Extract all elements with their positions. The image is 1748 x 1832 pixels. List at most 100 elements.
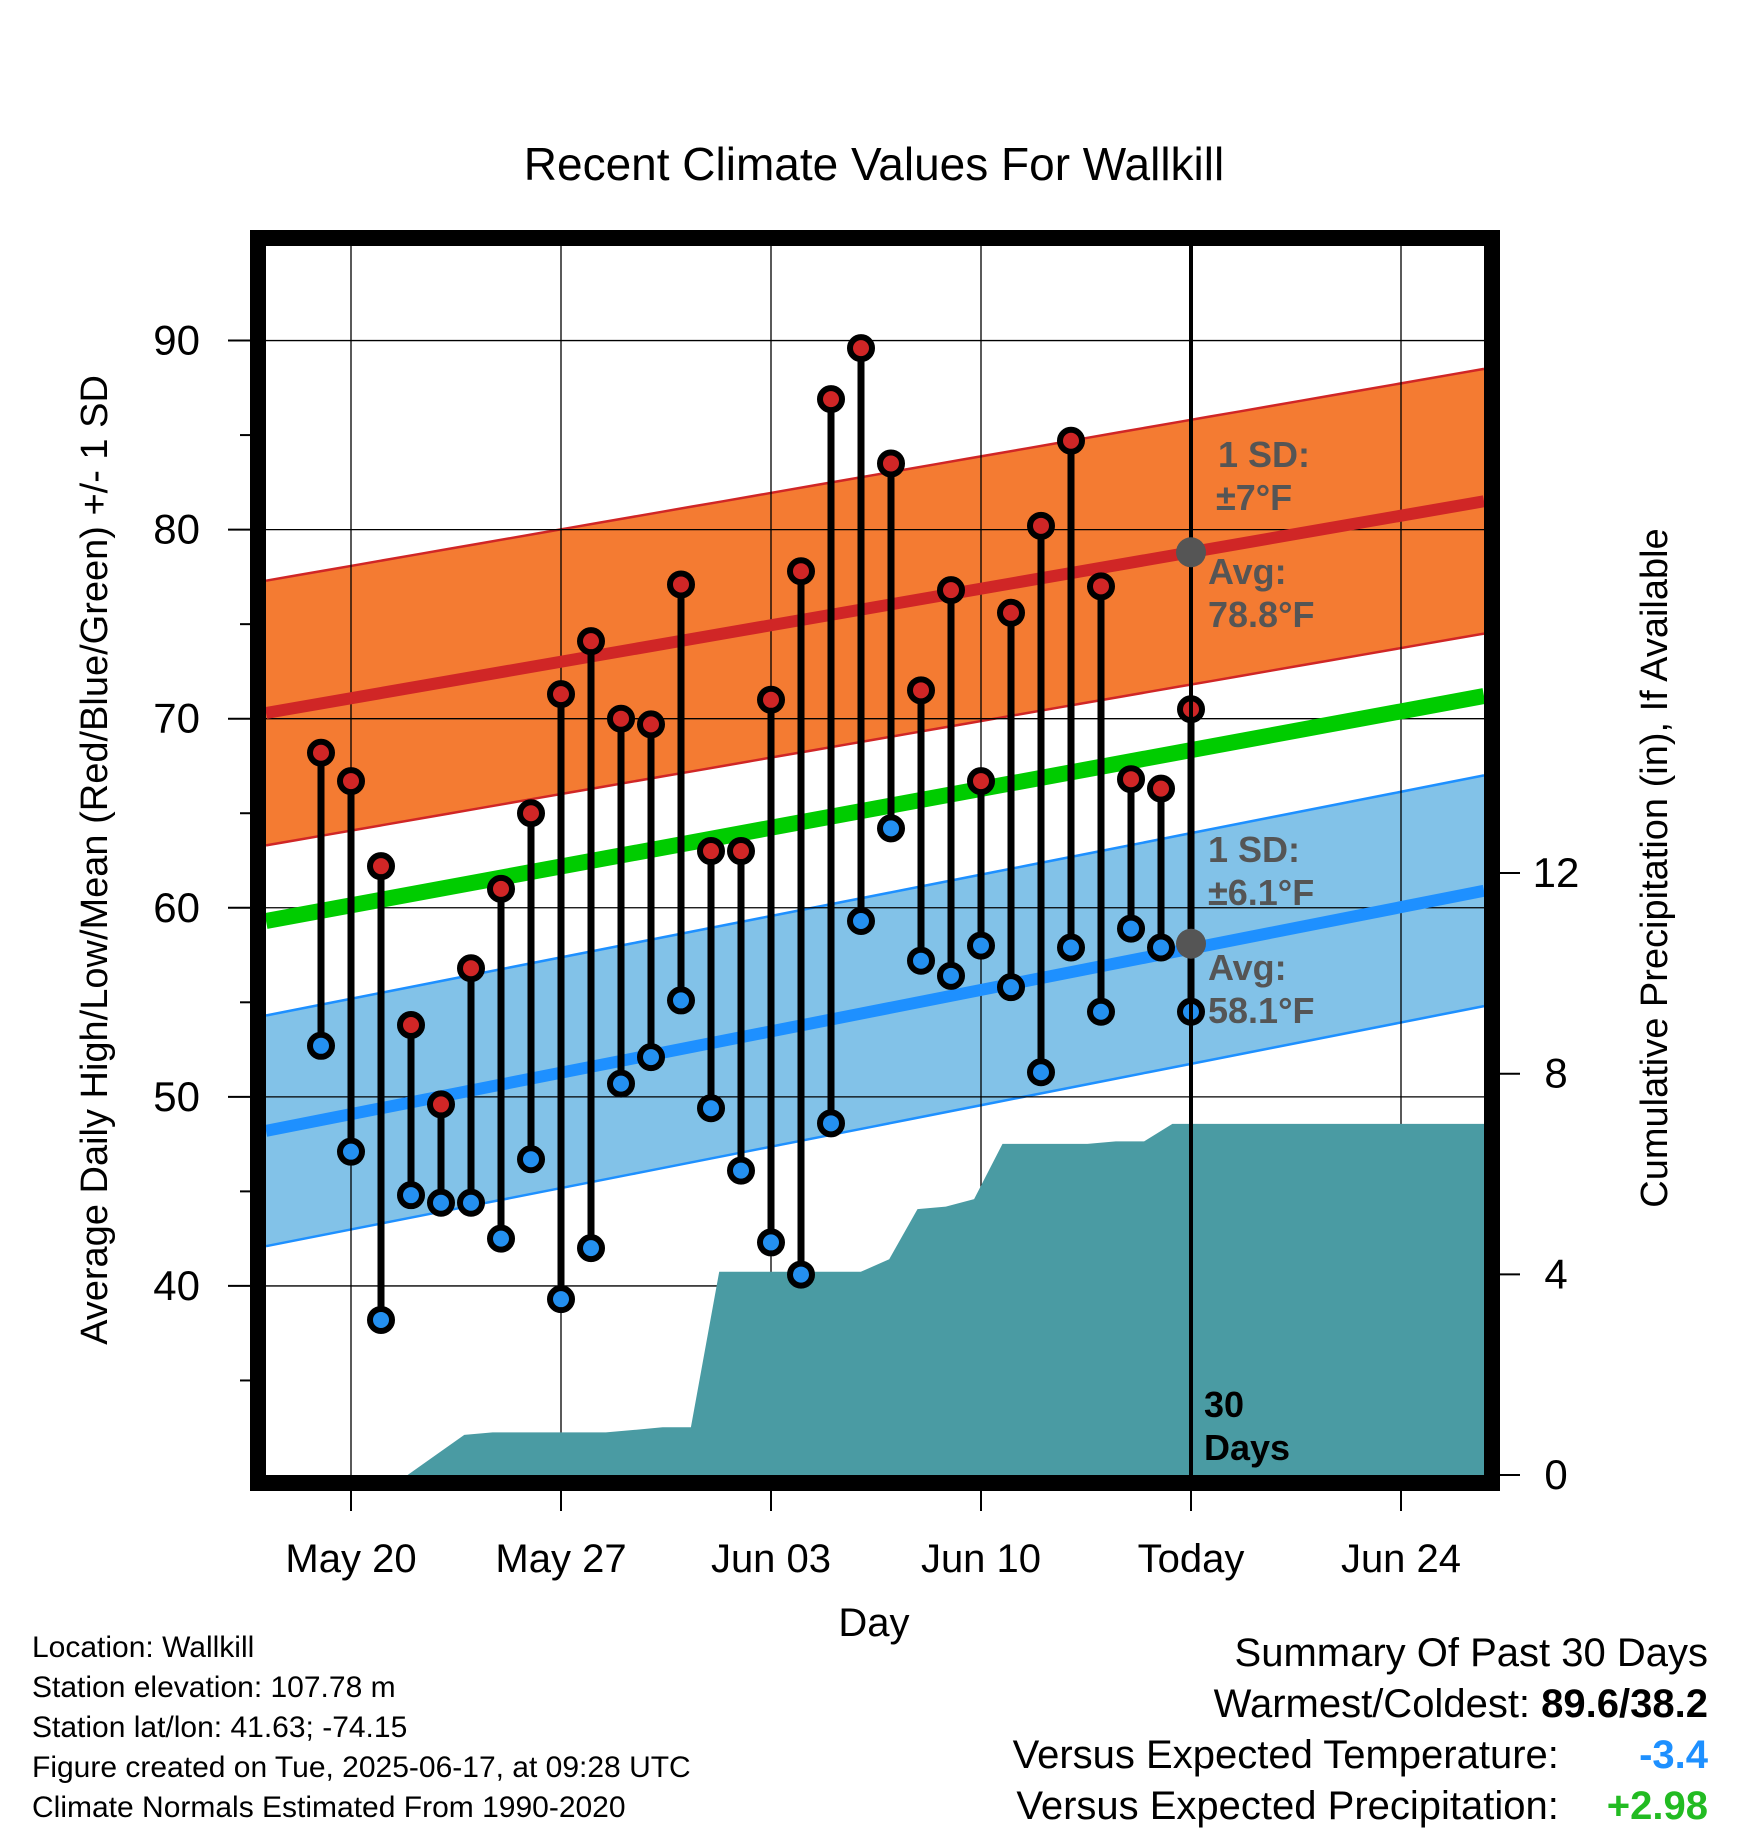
low-marker (1117, 914, 1145, 943)
summary-warmest-row: Warmest/Coldest: 89.6/38.2 (1013, 1679, 1708, 1730)
low-avg-dot (1176, 928, 1206, 959)
summary-precip-row: Versus Expected Precipitation: +2.98 (1013, 1781, 1708, 1832)
high-marker (787, 557, 815, 586)
low-marker (457, 1188, 485, 1217)
station-info: Location: Wallkill Station elevation: 10… (32, 1628, 691, 1828)
high-marker (817, 385, 845, 414)
high-sd-label: 1 SD: (1218, 434, 1310, 475)
low-avg-label: Avg: (1208, 947, 1287, 988)
today-days-label: Days (1204, 1427, 1290, 1468)
summary-panel: Summary Of Past 30 Days Warmest/Coldest:… (1013, 1628, 1708, 1832)
high-marker (637, 710, 665, 739)
high-marker (337, 767, 365, 796)
high-marker (727, 837, 755, 866)
temp-label: Versus Expected Temperature: (1012, 1733, 1559, 1777)
high-marker (547, 680, 575, 709)
plot-frame (250, 230, 1500, 1491)
high-marker (457, 954, 485, 983)
precip-label: Versus Expected Precipitation: (1016, 1784, 1559, 1828)
high-marker (1057, 426, 1085, 455)
low-marker (547, 1285, 575, 1314)
y-tick-label: 60 (153, 884, 200, 931)
y2-tick-label: 8 (1544, 1050, 1567, 1097)
y2-tick-label: 4 (1544, 1250, 1567, 1297)
high-sd-value: ±7°F (1216, 477, 1292, 518)
low-marker (907, 946, 935, 975)
low-sd-label: 1 SD: (1208, 829, 1300, 870)
high-avg-dot (1176, 537, 1206, 568)
high-marker (697, 837, 725, 866)
low-marker (427, 1188, 455, 1217)
high-marker (577, 627, 605, 656)
normal-high-line (264, 495, 1486, 719)
low-marker (697, 1094, 725, 1123)
low-marker (787, 1260, 815, 1289)
summary-temp-row: Versus Expected Temperature: -3.4 (1013, 1730, 1708, 1781)
y-axis-label: Average Daily High/Low/Mean (Red/Blue/Gr… (74, 375, 116, 1345)
high-marker (757, 685, 785, 714)
low-sd-value: ±6.1°F (1208, 872, 1314, 913)
x-tick-label: May 20 (285, 1537, 416, 1581)
low-marker (397, 1181, 425, 1210)
low-marker (997, 973, 1025, 1002)
low-marker (967, 931, 995, 960)
high-marker (517, 799, 545, 828)
high-marker (937, 576, 965, 605)
low-marker (727, 1156, 755, 1185)
low-marker (1057, 933, 1085, 962)
high-marker (307, 738, 335, 767)
high-marker (997, 598, 1025, 627)
high-marker (487, 874, 515, 903)
low-marker (877, 814, 905, 843)
y-tick-label: 90 (153, 317, 200, 364)
x-tick-label: Jun 10 (921, 1537, 1041, 1581)
high-marker (907, 676, 935, 705)
location-text: Location: Wallkill (32, 1631, 255, 1664)
low-marker (367, 1305, 395, 1334)
normal-high-band-upper-edge (265, 367, 1485, 582)
high-marker (367, 852, 395, 881)
x-tick-label: Jun 03 (711, 1537, 831, 1581)
y2-axis-label: Cumulative Precipitation (in), If Availa… (1634, 528, 1676, 1207)
temp-value: -3.4 (1639, 1733, 1708, 1777)
normals-text: Climate Normals Estimated From 1990-2020 (32, 1791, 626, 1824)
low-marker (307, 1031, 335, 1060)
elevation-text: Station elevation: 107.78 m (32, 1671, 396, 1704)
x-tick-label: May 27 (495, 1537, 626, 1581)
low-marker (487, 1224, 515, 1253)
low-marker (607, 1069, 635, 1098)
high-marker (1027, 511, 1055, 540)
high-marker (847, 334, 875, 363)
low-marker (637, 1043, 665, 1072)
low-marker (817, 1109, 845, 1138)
low-marker (577, 1234, 605, 1263)
summary-title: Summary Of Past 30 Days (1234, 1631, 1708, 1675)
high-avg-value: 78.8°F (1208, 594, 1314, 635)
precip-area (351, 1123, 1484, 1475)
low-marker (667, 986, 695, 1015)
high-marker (1087, 572, 1115, 601)
x-tick-label: Jun 24 (1341, 1537, 1461, 1581)
high-marker (607, 704, 635, 733)
low-marker (1147, 933, 1175, 962)
normal-mean-line (264, 688, 1486, 929)
x-tick-label: Today (1138, 1537, 1245, 1581)
high-marker (967, 767, 995, 796)
y2-tick-label: 0 (1544, 1451, 1567, 1498)
y-tick-label: 80 (153, 506, 200, 553)
high-marker (877, 449, 905, 478)
low-marker (937, 961, 965, 990)
low-marker (517, 1145, 545, 1174)
low-marker (757, 1228, 785, 1257)
low-marker (337, 1137, 365, 1166)
low-marker (847, 907, 875, 936)
x-axis-label: Day (838, 1601, 909, 1645)
low-marker (1087, 997, 1115, 1026)
latlon-text: Station lat/lon: 41.63; -74.15 (32, 1711, 408, 1744)
high-marker (397, 1010, 425, 1039)
y-tick-label: 50 (153, 1073, 200, 1120)
normal-high-band-lower-edge (265, 632, 1485, 847)
y-tick-label: 70 (153, 695, 200, 742)
precip-value: +2.98 (1606, 1784, 1708, 1828)
